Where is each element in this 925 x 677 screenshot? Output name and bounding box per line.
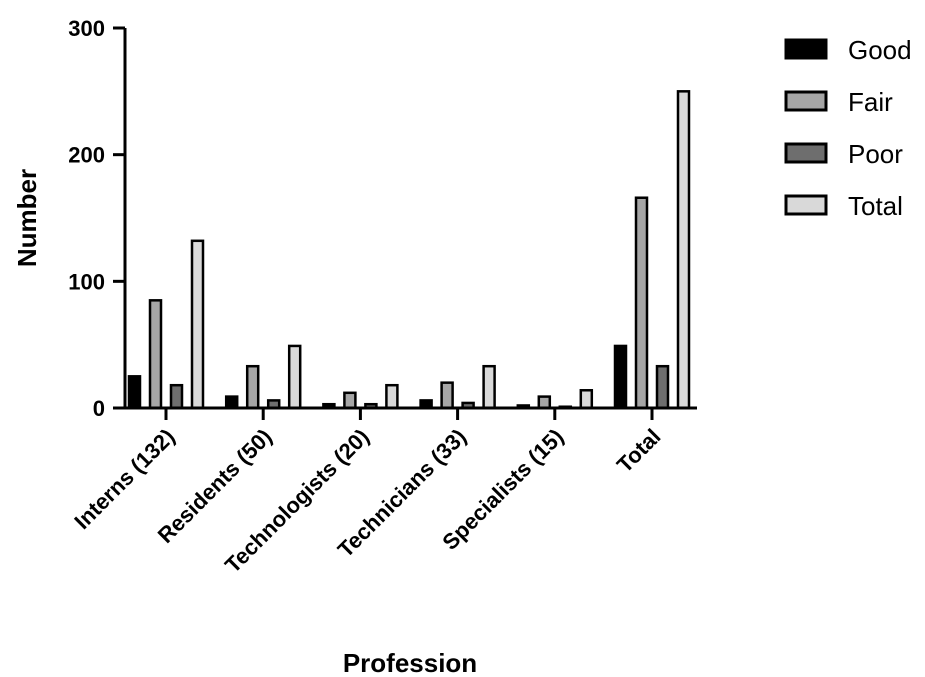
y-ticks: 0 100 200 300 [68,16,125,421]
legend-swatch-fair [784,90,828,112]
bar-poor-5 [655,364,670,410]
y-tick-label: 100 [68,269,105,294]
bar-total-2 [385,383,399,410]
bar-fair-2 [343,391,357,410]
legend-label-good: Good [848,35,912,65]
x-tick-label: Total [612,424,666,478]
bar-total-1 [287,344,302,410]
legend: Good Fair Poor Total [784,35,912,221]
axes [123,28,697,410]
bar-total-0 [190,239,205,410]
legend-swatch-poor [784,142,828,164]
bar-poor-0 [169,383,184,410]
y-tick-label: 200 [68,143,105,168]
bar-good-0 [127,375,142,410]
legend-swatch-good [784,38,828,60]
bar-fair-0 [148,299,163,410]
y-tick-label: 300 [68,16,105,41]
bar-good-1 [224,395,239,410]
bars [127,90,691,410]
x-tick-label: Interns (132) [69,424,179,534]
bar-fair-3 [440,381,454,410]
legend-label-poor: Poor [848,139,903,169]
bar-good-5 [613,344,628,410]
legend-swatch-total [784,194,828,216]
bar-total-3 [482,364,496,410]
legend-label-total: Total [848,191,903,221]
y-axis-title: Number [12,169,42,267]
x-axis-title: Profession [343,648,477,677]
bar-fair-4 [537,395,552,410]
bar-total-4 [579,389,594,410]
bar-total-5 [676,90,691,410]
bar-fair-1 [245,364,260,410]
y-tick-label: 0 [93,396,105,421]
bar-fair-5 [634,196,649,410]
legend-label-fair: Fair [848,87,893,117]
x-ticks: Interns (132)Residents (50)Technologists… [69,408,666,578]
